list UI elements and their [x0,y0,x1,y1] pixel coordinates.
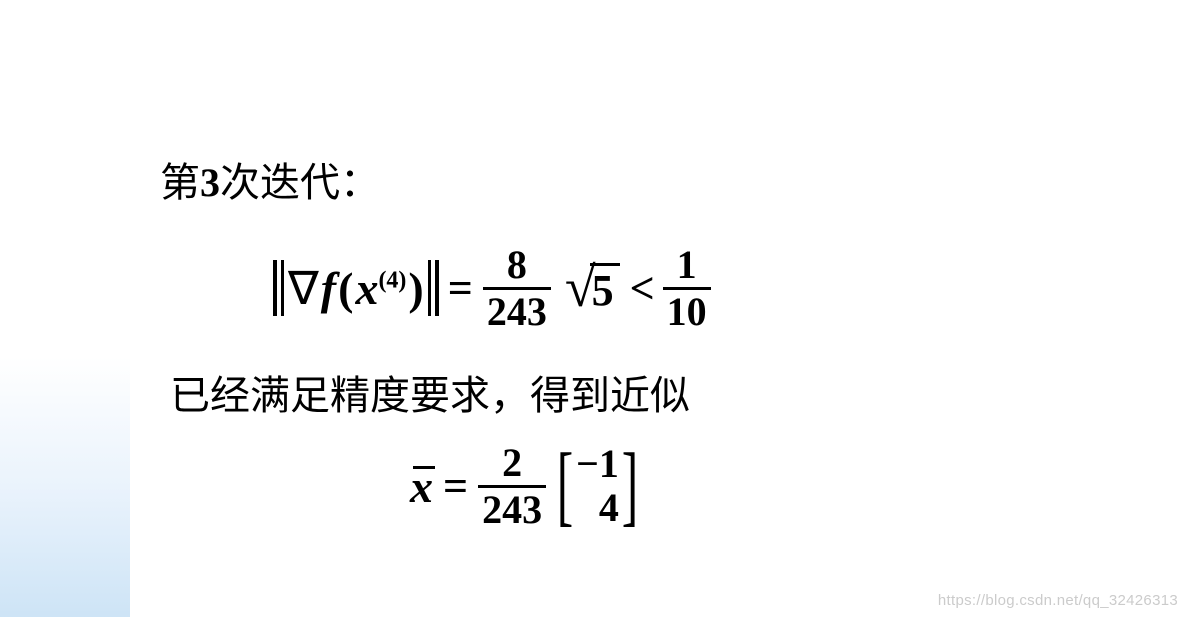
numerator-2: 2 [498,443,526,483]
norm-open-icon [273,260,284,316]
formula-result-vector: x = 2 243 [ −1 4 ] [410,431,1090,541]
x-bar: x [410,460,433,513]
heading-iteration: 第3次迭代： [160,150,1090,208]
numerator-1: 1 [673,245,701,285]
fraction-8-243: 8 243 [483,245,551,332]
heading-suffix: 次迭代： [220,160,380,205]
bracket-close-icon: ] [622,441,638,531]
fraction-2-243: 2 243 [478,443,546,530]
close-paren: ) [408,262,423,315]
watermark-text: https://blog.csdn.net/qq_32426313 [938,592,1178,609]
open-paren: ( [338,262,353,315]
numerator-8: 8 [503,245,531,285]
variable-x-letter: x [355,263,378,314]
superscript-4: (4) [378,267,406,293]
norm-close-icon [428,260,439,316]
denominator-243: 243 [483,292,551,332]
denominator-243-b: 243 [478,490,546,530]
bracket-open-icon: [ [557,441,573,531]
nabla-symbol: ∇ [288,261,319,315]
denominator-10: 10 [663,292,711,332]
heading-prefix: 第 [160,160,200,205]
vector-entry-0: −1 [572,442,623,486]
equals-sign: = [448,263,473,314]
sqrt-radicand: 5 [590,263,620,316]
bar-over-x-icon [413,466,435,469]
sqrt-5: √ 5 [565,260,620,316]
less-than-sign: < [630,263,655,314]
fraction-1-10: 1 10 [663,245,711,332]
function-f: f [321,262,336,315]
variable-x: x(4) [355,262,406,315]
equals-sign-2: = [443,461,468,512]
heading-number: 3 [200,160,220,205]
background-gradient [0,357,130,617]
formula-norm-inequality: ∇ f ( x(4) ) = 8 243 √ 5 < 1 10 [270,238,1090,338]
document-content: 第3次迭代： ∇ f ( x(4) ) = 8 243 √ 5 < 1 10 已… [160,150,1090,541]
column-vector: −1 4 [572,442,623,530]
vector-entry-1: 4 [595,486,623,530]
text-precision-satisfied: 已经满足精度要求，得到近似 [170,363,1090,421]
